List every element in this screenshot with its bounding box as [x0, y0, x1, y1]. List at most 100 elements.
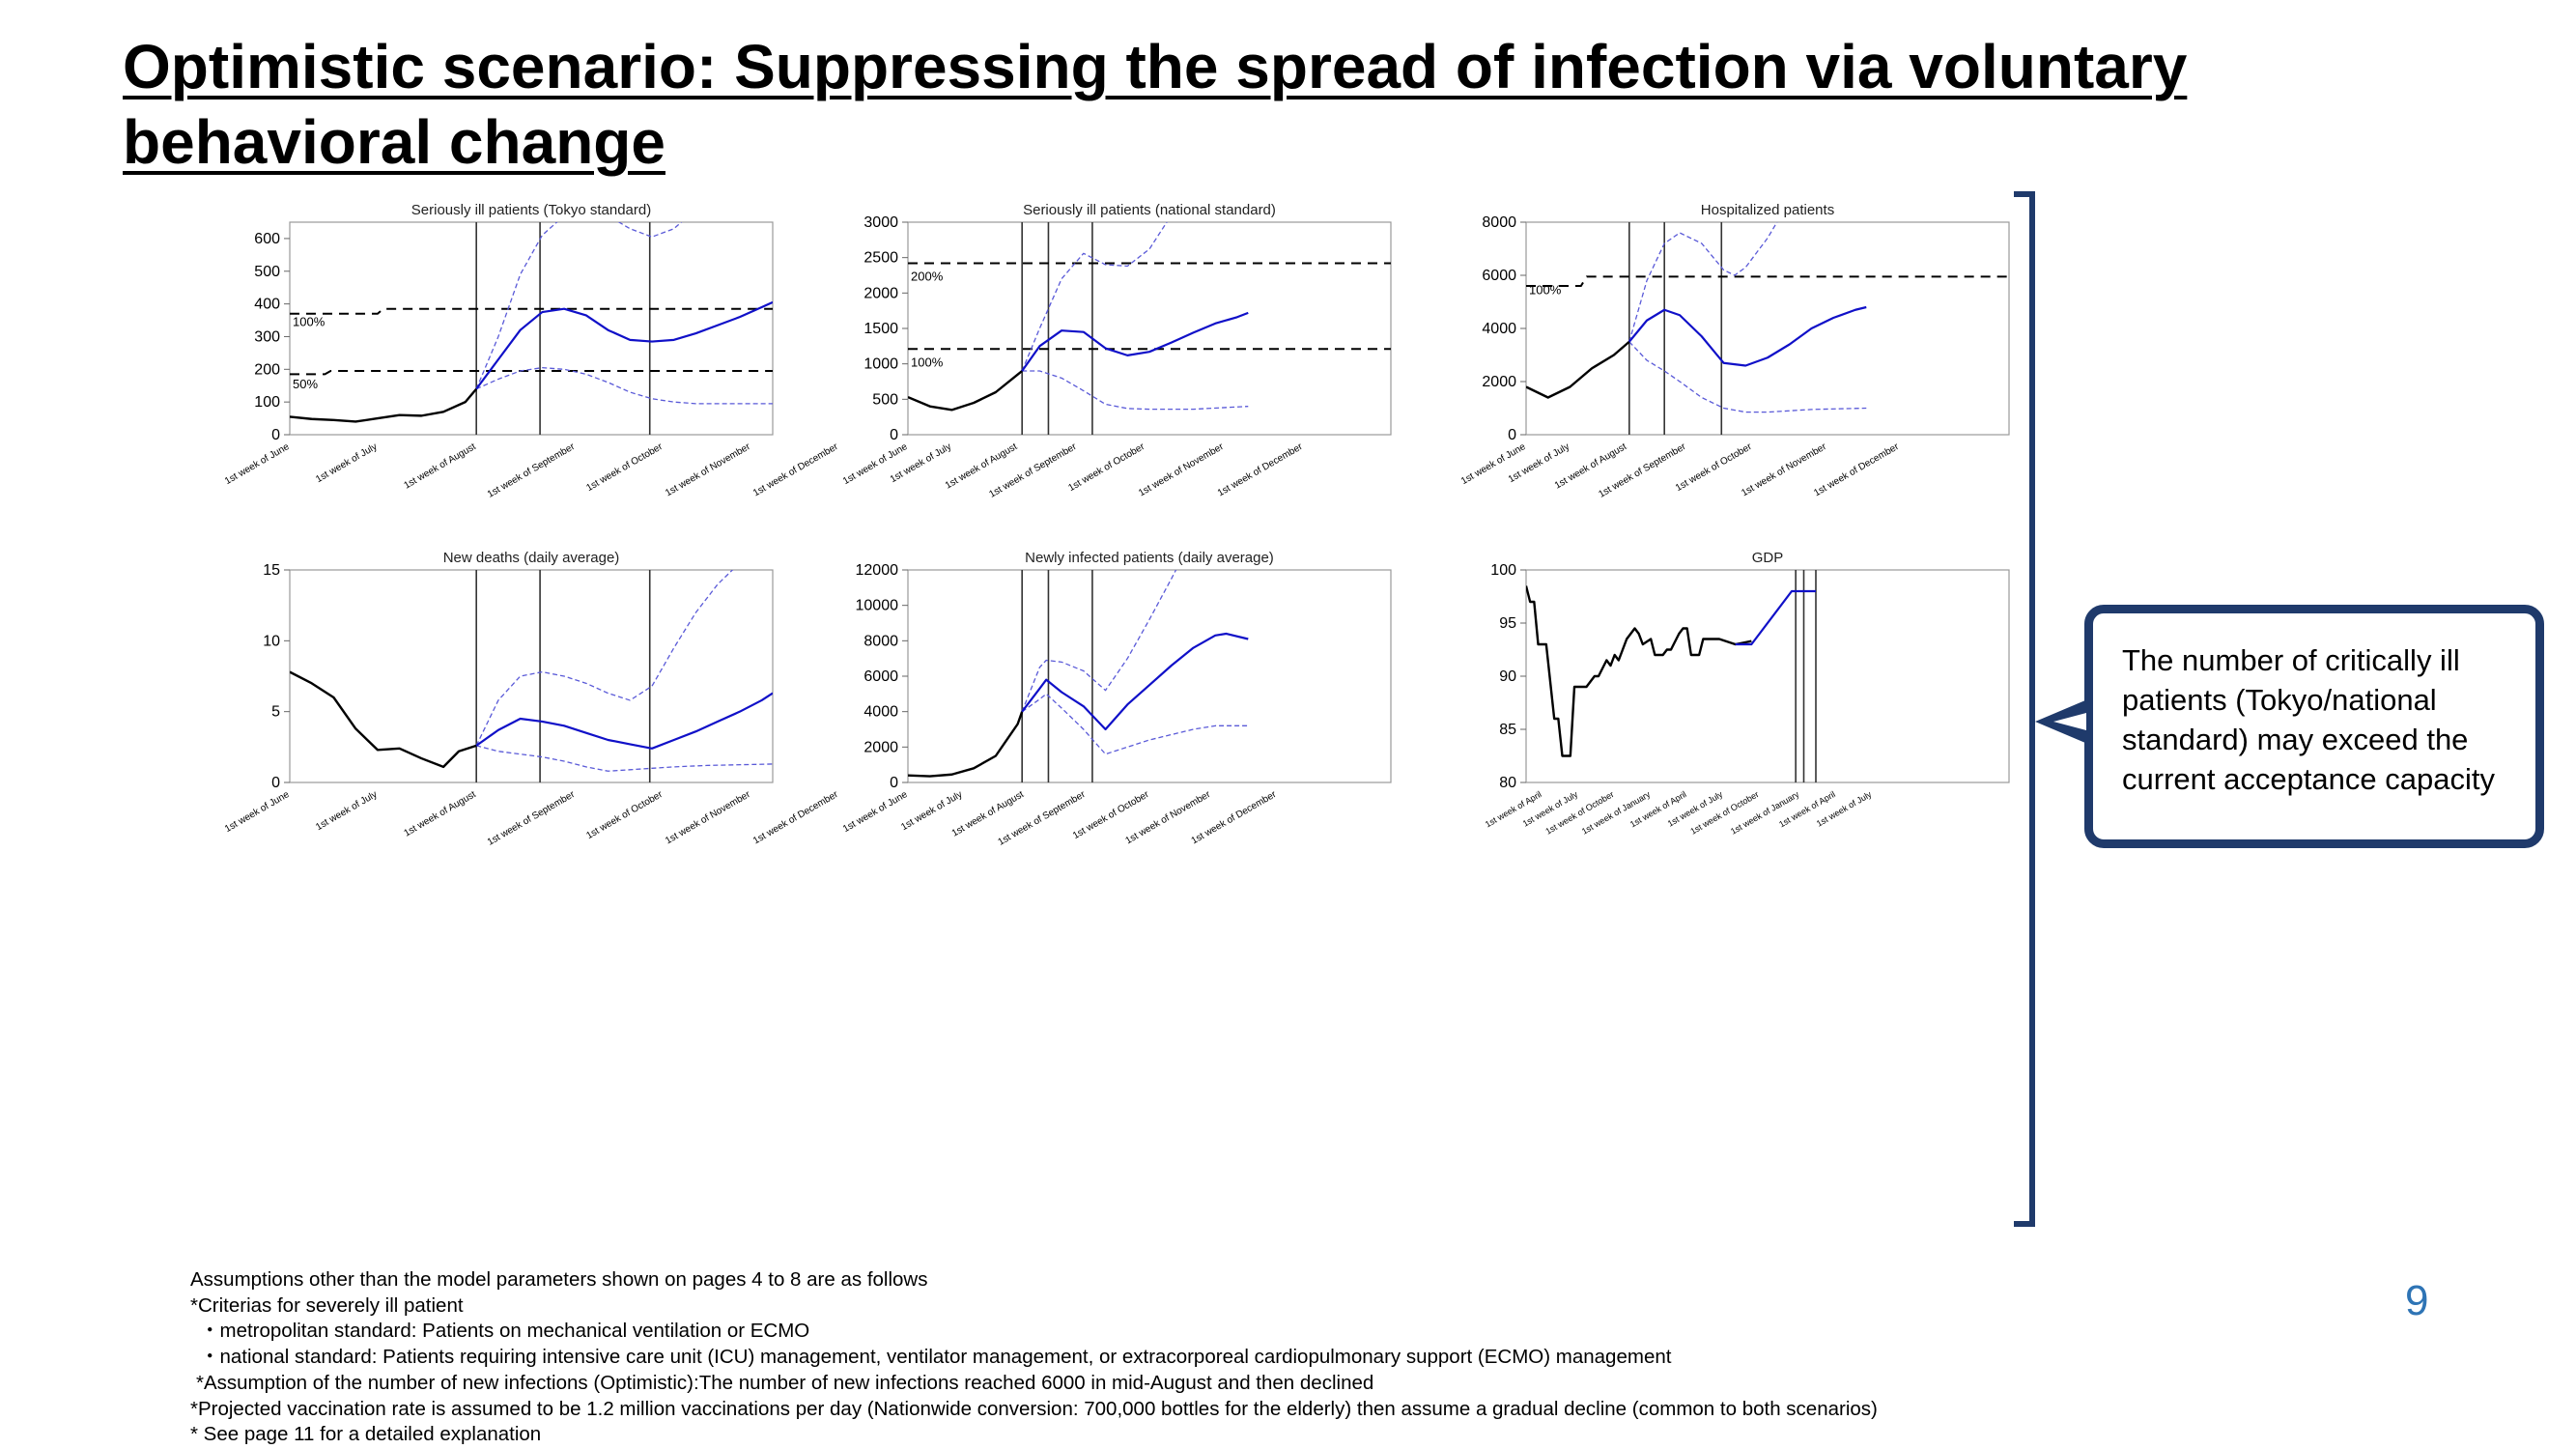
actual-line: [290, 670, 477, 769]
x-tick-label: 1st week of August: [402, 789, 477, 839]
chart-title: Newly infected patients (daily average): [1025, 550, 1274, 566]
chart-title: GDP: [1752, 550, 1784, 566]
plot-frame: [289, 221, 774, 436]
y-tick-label: 100: [1490, 562, 1516, 579]
x-tick-label: 1st week of December: [1216, 441, 1305, 499]
y-tick-label: 500: [872, 391, 898, 408]
upper-bound-line: [1628, 222, 1778, 342]
y-tick-label: 6000: [863, 668, 898, 685]
y-tick-label: 0: [890, 775, 898, 791]
capacity-label: 50%: [293, 377, 318, 391]
x-tick-label: 1st week of July: [314, 789, 379, 833]
plot-area: [290, 570, 773, 782]
plot-area: [908, 570, 1249, 782]
y-tick-label: 300: [254, 328, 280, 345]
y-tick-label: 500: [254, 264, 280, 280]
x-tick-label: 1st week of June: [223, 441, 292, 487]
y-tick-label: 2000: [1482, 374, 1516, 390]
actual-line: [1526, 585, 1752, 757]
plot-frame: [907, 569, 1392, 783]
y-tick-label: 2500: [863, 250, 898, 267]
y-tick-label: 95: [1499, 615, 1516, 632]
y-tick-label: 90: [1499, 668, 1516, 685]
note-line: Assumptions other than the model paramet…: [190, 1268, 928, 1291]
note-line: *Criterias for severely ill patient: [190, 1293, 464, 1317]
y-tick-label: 0: [1508, 427, 1516, 443]
upper-bound-line: [475, 570, 734, 747]
upper-bound-line: [475, 222, 683, 389]
x-tick-label: 1st week of August: [402, 441, 477, 492]
x-tick-label: 1st week of December: [751, 441, 840, 499]
projection-line: [1628, 305, 1867, 367]
y-tick-label: 5: [271, 704, 280, 721]
plot-area: [908, 222, 1391, 435]
y-tick-label: 6000: [1482, 268, 1516, 284]
actual-line: [908, 370, 1023, 412]
lower-bound-line: [1022, 370, 1249, 411]
y-tick-label: 15: [263, 562, 280, 579]
y-tick-label: 8000: [863, 633, 898, 649]
y-tick-label: 80: [1499, 775, 1516, 791]
right-bracket: [2014, 191, 2035, 1227]
y-tick-label: 2000: [863, 285, 898, 301]
lower-bound-line: [476, 745, 773, 772]
capacity-label: 200%: [911, 270, 944, 284]
chart-title: Hospitalized patients: [1701, 202, 1834, 218]
y-tick-label: 0: [271, 775, 280, 791]
projection-line: [1021, 632, 1249, 731]
x-tick-label: 1st week of December: [751, 789, 840, 847]
capacity-label: 100%: [1529, 282, 1562, 297]
lower-bound-line: [1021, 693, 1249, 755]
chart-title: New deaths (daily average): [443, 550, 620, 566]
note-line: ・metropolitan standard: Patients on mech…: [200, 1320, 810, 1343]
x-tick-label: 1st week of November: [1137, 441, 1226, 499]
y-tick-label: 85: [1499, 722, 1516, 738]
x-tick-label: 1st week of June: [841, 789, 910, 835]
capacity-label: 100%: [911, 355, 944, 369]
plot-area: [1526, 222, 2009, 435]
callout-box: The number of critically ill patients (T…: [2084, 605, 2544, 848]
y-tick-label: 200: [254, 361, 280, 378]
y-tick-label: 1500: [863, 321, 898, 337]
capacity-reference-line: [290, 307, 773, 315]
assumption-notes: Assumptions other than the model paramet…: [190, 1267, 2074, 1448]
projection-line: [475, 692, 773, 750]
lower-bound-line: [1628, 341, 1867, 413]
y-tick-label: 1000: [863, 356, 898, 373]
plot-frame: [907, 221, 1392, 436]
note-line: *Projected vaccination rate is assumed t…: [190, 1397, 1878, 1420]
upper-bound-line: [1021, 570, 1177, 712]
plot-area: [290, 222, 773, 435]
chart-new-infected: Newly infected patients (daily average) 0…: [841, 550, 1392, 848]
chart-hospitalized: Hospitalized patients020004000600080001s…: [1459, 202, 2010, 500]
x-tick-label: 1st week of June: [223, 789, 292, 835]
y-tick-label: 4000: [863, 704, 898, 721]
chart-tokyo-seriously-ill: Seriously ill patients (Tokyo standard) 0…: [223, 202, 840, 500]
capacity-label: 100%: [293, 315, 326, 329]
y-tick-label: 2000: [863, 739, 898, 755]
y-tick-label: 8000: [1482, 214, 1516, 231]
actual-line: [1526, 340, 1630, 399]
x-tick-label: 1st week of September: [486, 789, 578, 848]
plot-frame: [1525, 221, 2010, 436]
actual-line: [908, 711, 1024, 778]
y-tick-label: 100: [254, 394, 280, 411]
y-tick-label: 0: [271, 427, 280, 443]
plot-area: [1526, 570, 1817, 782]
note-line: ・national standard: Patients requiring i…: [200, 1346, 1672, 1369]
plot-frame: [289, 569, 774, 783]
x-tick-label: 1st week of October: [1066, 441, 1146, 494]
page-number: 9: [2405, 1277, 2429, 1324]
x-tick-label: 1st week of November: [664, 441, 752, 499]
y-tick-label: 0: [890, 427, 898, 443]
projection-line: [1735, 589, 1816, 646]
x-tick-label: 1st week of October: [584, 441, 665, 494]
slide-title: Optimistic scenario: Suppressing the spr…: [123, 32, 2188, 177]
capacity-reference-line: [1526, 275, 2009, 287]
y-tick-label: 3000: [863, 214, 898, 231]
y-tick-label: 600: [254, 231, 280, 247]
chart-title: Seriously ill patients (Tokyo standard): [411, 202, 651, 218]
x-tick-label: 1st week of October: [1688, 789, 1760, 837]
lower-bound-line: [475, 366, 773, 405]
